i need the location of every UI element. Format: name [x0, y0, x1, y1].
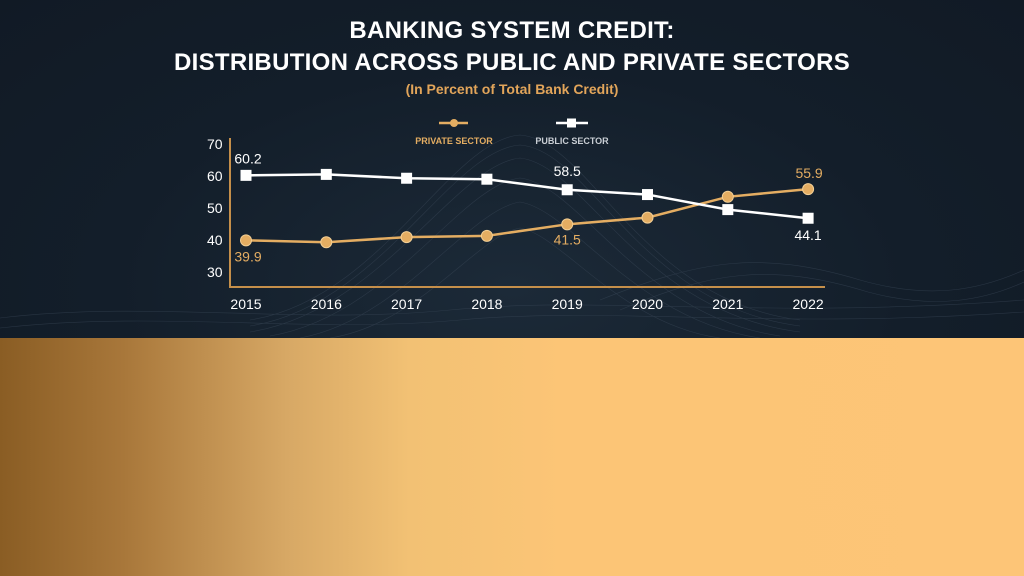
chart-axes [229, 138, 825, 288]
y-tick-label: 70 [207, 136, 223, 152]
private-sector-point [721, 190, 734, 203]
public-sector-point [802, 212, 814, 224]
legend-public-marker [567, 118, 576, 128]
private-sector-data-label: 41.5 [554, 231, 581, 247]
legend: PRIVATE SECTOR PUBLIC SECTOR [415, 118, 609, 146]
chart-subtitle: (In Percent of Total Bank Credit) [405, 81, 619, 97]
private-sector-point [480, 229, 493, 242]
x-tick-label: 2019 [552, 296, 583, 312]
data-labels: 39.9 41.5 55.9 60.2 58.5 44.1 [234, 150, 823, 264]
y-tick-label: 60 [207, 168, 223, 184]
series-points [240, 168, 815, 249]
chart-background [0, 0, 1024, 338]
y-tick-label: 40 [207, 232, 223, 248]
private-sector-data-label: 39.9 [234, 248, 261, 264]
public-sector-data-label: 44.1 [794, 227, 821, 243]
public-sector-data-label: 60.2 [234, 150, 261, 166]
background-mesh [0, 134, 1024, 338]
private-sector-point [240, 234, 252, 247]
chart-title-line-1: BANKING SYSTEM CREDIT: [349, 17, 675, 44]
public-sector-point [240, 169, 252, 181]
gold-gradient-band [0, 338, 1024, 576]
chart-title-line-2: DISTRIBUTION ACROSS PUBLIC AND PRIVATE S… [173, 49, 851, 76]
public-sector-point [722, 204, 734, 216]
legend-private-marker [450, 119, 458, 127]
y-axis-ticks: 30 40 50 60 70 [207, 136, 223, 280]
y-tick-label: 50 [207, 200, 223, 216]
public-sector-point [320, 168, 332, 180]
x-tick-label: 2018 [471, 296, 502, 312]
x-tick-label: 2015 [230, 296, 261, 312]
public-sector-point [561, 184, 573, 196]
x-tick-label: 2022 [793, 296, 824, 312]
x-tick-label: 2017 [391, 296, 422, 312]
x-axis-ticks: 2015 2016 2017 2018 2019 2020 2021 2022 [230, 296, 823, 312]
private-sector-point [400, 231, 413, 244]
x-tick-label: 2016 [311, 296, 342, 312]
public-sector-line [245, 173, 809, 220]
legend-public-label: PUBLIC SECTOR [535, 136, 609, 146]
legend-private-label: PRIVATE SECTOR [415, 136, 493, 146]
public-sector-point [642, 189, 653, 201]
public-sector-data-label: 58.5 [554, 163, 581, 179]
private-sector-data-label: 55.9 [795, 165, 822, 181]
private-sector-line [245, 187, 809, 244]
private-sector-point [320, 236, 333, 249]
public-sector-point [481, 173, 493, 185]
private-sector-point [561, 218, 574, 231]
public-sector-point [401, 172, 413, 184]
private-sector-point [802, 183, 815, 196]
series-lines [245, 173, 809, 244]
private-sector-point [641, 211, 654, 224]
y-tick-label: 30 [207, 264, 223, 280]
x-tick-label: 2020 [632, 296, 663, 312]
x-tick-label: 2021 [712, 296, 743, 312]
